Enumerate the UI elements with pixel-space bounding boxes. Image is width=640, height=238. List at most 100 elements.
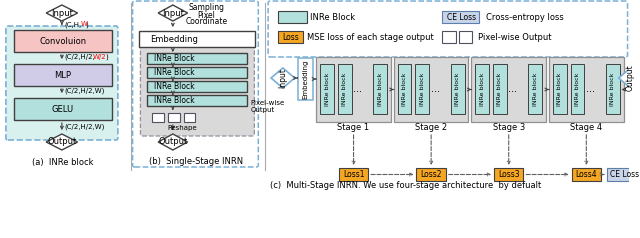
Bar [184, 113, 195, 122]
Text: Loss1: Loss1 [343, 170, 364, 179]
Text: Convoluion: Convoluion [39, 36, 86, 45]
Bar [571, 64, 584, 114]
Text: ...: ... [586, 84, 595, 94]
Text: Embedding: Embedding [150, 35, 198, 44]
Bar [147, 95, 248, 106]
FancyBboxPatch shape [268, 1, 628, 57]
Text: INRe block: INRe block [532, 72, 538, 106]
Text: Stage 1: Stage 1 [337, 124, 370, 133]
Bar [549, 57, 623, 122]
Text: GELU: GELU [52, 104, 74, 114]
Bar [397, 64, 412, 114]
Text: INRe block: INRe block [497, 72, 502, 106]
Text: Embedding: Embedding [303, 59, 308, 99]
Text: MSE loss of each stage output: MSE loss of each stage output [307, 33, 434, 41]
Bar [147, 53, 248, 64]
Text: Cross-entropy loss: Cross-entropy loss [486, 13, 564, 21]
Bar [168, 113, 180, 122]
Text: INRe Block: INRe Block [154, 54, 194, 63]
Text: INRe Block: INRe Block [154, 96, 194, 105]
Text: Coordinate: Coordinate [185, 18, 227, 26]
Text: INRe Block: INRe Block [310, 13, 355, 21]
Bar [320, 64, 334, 114]
Text: CE Loss: CE Loss [610, 170, 639, 179]
Text: INRe block: INRe block [455, 72, 460, 106]
Polygon shape [158, 5, 188, 21]
Text: ): ) [86, 21, 88, 28]
Text: INRe block: INRe block [611, 72, 615, 106]
Text: Input: Input [51, 9, 73, 18]
Text: Pixel-wise Output: Pixel-wise Output [478, 33, 552, 41]
FancyBboxPatch shape [140, 46, 254, 136]
Bar [298, 58, 314, 100]
Text: INRe block: INRe block [480, 72, 484, 106]
Text: Input: Input [278, 68, 287, 88]
Text: INRe block: INRe block [402, 72, 407, 106]
Bar [13, 64, 112, 86]
Text: Pixel: Pixel [197, 10, 215, 20]
Text: INRe block: INRe block [420, 72, 425, 106]
Polygon shape [619, 68, 640, 88]
Text: INRe block: INRe block [378, 72, 383, 106]
Text: W/2: W/2 [92, 54, 106, 60]
Text: Stage 4: Stage 4 [570, 124, 602, 133]
Text: INRe Block: INRe Block [154, 82, 194, 91]
Text: INRe block: INRe block [575, 72, 580, 106]
Text: (b)  Single-Stage INRN: (b) Single-Stage INRN [149, 158, 243, 167]
Bar [140, 31, 255, 47]
Bar [147, 81, 248, 92]
Text: Stage 3: Stage 3 [493, 124, 525, 133]
Text: Loss: Loss [282, 33, 299, 41]
Bar [13, 98, 112, 120]
Text: INRe block: INRe block [342, 72, 348, 106]
Text: MLP: MLP [54, 70, 71, 79]
Text: Sampling: Sampling [188, 4, 224, 13]
FancyBboxPatch shape [132, 1, 259, 167]
Text: Reshape: Reshape [168, 125, 198, 131]
Bar [553, 64, 566, 114]
Text: Loss2: Loss2 [420, 170, 442, 179]
Bar [147, 67, 248, 78]
Bar [607, 168, 640, 181]
Text: ...: ... [353, 84, 362, 94]
Text: Output: Output [250, 107, 275, 113]
Text: Pixel-wise: Pixel-wise [250, 100, 285, 106]
Text: Loss3: Loss3 [498, 170, 520, 179]
Polygon shape [271, 68, 294, 88]
Bar [394, 57, 468, 122]
Polygon shape [46, 5, 77, 21]
Bar [442, 11, 479, 23]
Text: CE Loss: CE Loss [447, 13, 476, 21]
Text: (C/2,H/2,: (C/2,H/2, [65, 54, 95, 60]
Text: Output: Output [47, 138, 77, 147]
Bar [606, 64, 620, 114]
Polygon shape [46, 134, 77, 150]
Text: Loss4: Loss4 [575, 170, 597, 179]
Bar [316, 57, 391, 122]
Bar [494, 168, 524, 181]
Text: (C,H,: (C,H, [65, 21, 82, 28]
Bar [493, 64, 507, 114]
Text: ...: ... [431, 84, 440, 94]
Text: (c)  Multi-Stage INRN. We use four-stage architecture  by defualt: (c) Multi-Stage INRN. We use four-stage … [270, 180, 541, 189]
Text: (C/2,H/2,W): (C/2,H/2,W) [65, 124, 105, 130]
Bar [472, 57, 546, 122]
Text: Output: Output [158, 138, 188, 147]
Bar [459, 31, 472, 43]
Bar [572, 168, 601, 181]
Text: Stage 2: Stage 2 [415, 124, 447, 133]
Bar [529, 64, 542, 114]
Text: Input: Input [162, 9, 184, 18]
Bar [417, 168, 446, 181]
Text: (C/2,H/2,W): (C/2,H/2,W) [65, 88, 105, 94]
Bar [152, 113, 164, 122]
Bar [415, 64, 429, 114]
Bar [338, 64, 351, 114]
Bar [476, 64, 489, 114]
Text: ...: ... [508, 84, 517, 94]
Bar [451, 64, 465, 114]
Bar [278, 11, 307, 23]
Bar [373, 64, 387, 114]
Text: INRe Block: INRe Block [154, 68, 194, 77]
Bar [339, 168, 368, 181]
